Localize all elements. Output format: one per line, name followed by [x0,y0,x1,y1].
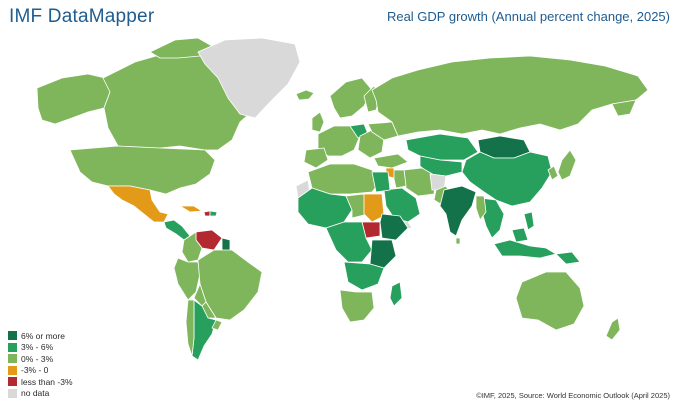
country-haiti[interactable] [203,210,211,217]
country-south-africa[interactable] [339,289,375,323]
country-iraq[interactable] [391,169,407,189]
country-southern-africa-north[interactable] [343,261,385,291]
country-madagascar[interactable] [389,281,403,307]
country-china[interactable] [461,151,553,207]
country-russia[interactable] [371,55,649,137]
legend-swatch [8,365,17,375]
legend-item: no data [8,388,73,400]
legend-swatch [8,331,17,341]
legend-label: 3% - 6% [21,342,54,353]
country-iberia[interactable] [303,147,329,169]
legend-swatch [8,377,17,387]
legend-item: 3% - 6% [8,342,73,354]
country-new-zealand[interactable] [605,317,621,341]
country-greenland [197,37,301,119]
country-ukraine[interactable] [367,121,399,141]
source-footer: ©IMF, 2025, Source: World Economic Outlo… [476,391,670,400]
country-sudan[interactable] [363,193,385,223]
legend-label: -3% - 0 [21,365,49,376]
country-ethiopia[interactable] [379,213,409,241]
country-east-africa[interactable] [369,239,397,269]
country-uruguay[interactable] [211,319,223,331]
world-map[interactable] [0,28,680,388]
country-cuba[interactable] [179,205,203,213]
country-scandinavia[interactable] [329,77,373,119]
country-indonesia[interactable] [493,239,557,259]
country-north-africa[interactable] [307,163,381,195]
country-united-states[interactable] [69,145,216,195]
country-central-america[interactable] [163,219,191,241]
country-philippines[interactable] [523,211,535,231]
app-title: IMF DataMapper [9,6,155,27]
legend-swatch [8,388,17,398]
legend-item: 6% or more [8,330,73,342]
country-chile[interactable] [185,299,195,357]
legend-swatch [8,354,17,364]
country-japan[interactable] [557,149,577,181]
country-indonesia-borneo[interactable] [511,227,529,243]
legend: 6% or more 3% - 6% 0% - 3% -3% - 0 less than… [8,330,73,399]
legend-label: 6% or more [21,330,65,341]
legend-swatch [8,342,17,352]
country-australia[interactable] [515,271,585,331]
chart-title: Real GDP growth (Annual percent change, … [386,9,670,24]
country-peru[interactable] [173,257,201,301]
legend-item: less than -3% [8,376,73,388]
legend-label: 0% - 3% [21,353,54,364]
country-saudi-arabia[interactable] [383,187,421,223]
country-united-kingdom[interactable] [311,111,325,133]
country-egypt[interactable] [371,171,391,193]
country-sahel[interactable] [345,193,369,219]
country-iceland[interactable] [295,89,315,101]
country-myanmar[interactable] [475,195,487,221]
country-central-asia[interactable] [419,155,463,177]
legend-label: less than -3% [21,376,73,387]
country-papua-new-guinea[interactable] [555,251,581,265]
country-kazakhstan[interactable] [405,133,479,161]
country-dominican-republic[interactable] [209,210,218,217]
country-iran[interactable] [403,167,437,197]
legend-item: 0% - 3% [8,353,73,365]
country-russia-east[interactable] [611,99,637,117]
legend-item: -3% - 0 [8,365,73,377]
legend-label: no data [21,388,50,399]
country-west-africa[interactable] [297,187,353,229]
country-alaska[interactable] [36,73,111,125]
country-india[interactable] [439,185,477,237]
country-korea[interactable] [547,165,559,181]
country-colombia[interactable] [181,231,203,263]
country-sri-lanka[interactable] [455,237,461,245]
country-turkey[interactable] [373,153,409,169]
